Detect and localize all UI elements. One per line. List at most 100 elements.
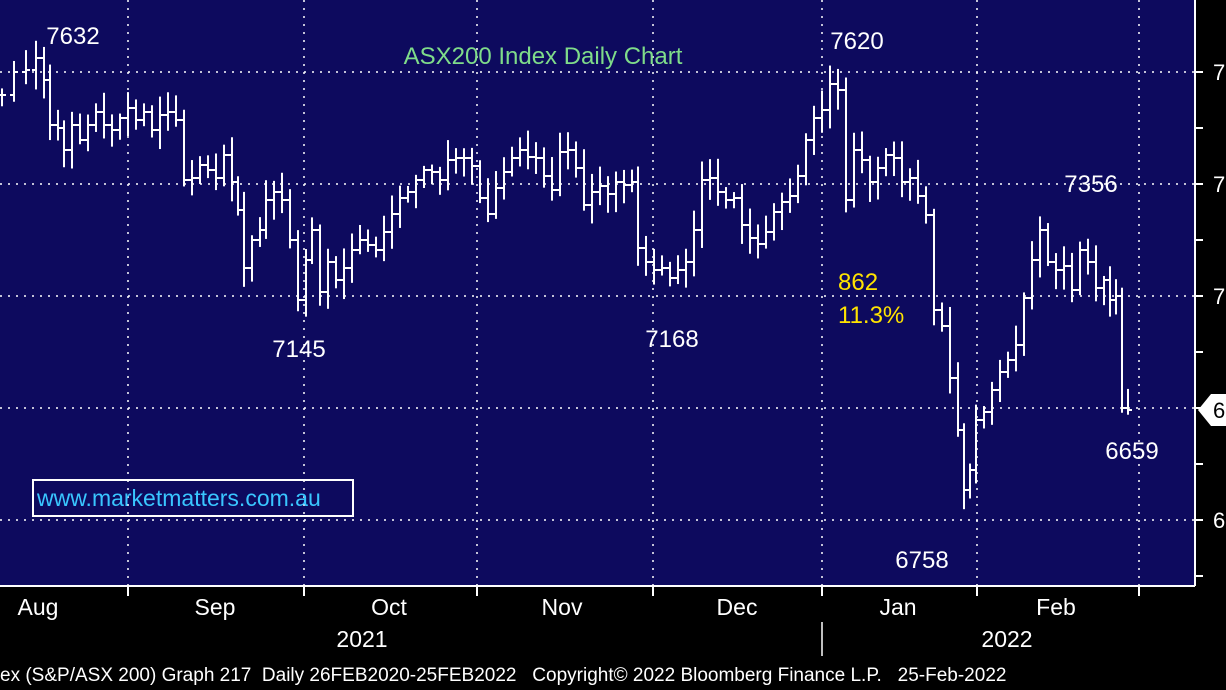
annotation-low-nov: 7168 <box>645 326 698 353</box>
ohlc-bar <box>324 248 332 309</box>
ohlc-bar <box>270 180 278 220</box>
ohlc-bar <box>874 156 882 200</box>
ohlc-bar <box>180 109 188 187</box>
ohlc-bar <box>946 306 954 394</box>
ohlc-bar <box>698 161 706 248</box>
ohlc-bar <box>508 146 516 177</box>
last-value-tag <box>1198 394 1226 426</box>
y-tick-label: 7 <box>1213 60 1225 85</box>
ohlc-bar <box>882 148 890 177</box>
annotation-drop-points: 862 <box>838 269 878 296</box>
ohlc-bar <box>262 180 270 239</box>
ohlc-bar <box>802 133 810 186</box>
ohlc-bar <box>556 132 564 197</box>
ohlc-bar <box>930 208 938 326</box>
watermark-box <box>32 479 354 517</box>
ohlc-bar <box>404 185 412 203</box>
ohlc-bar <box>248 235 256 282</box>
ohlc-bar <box>890 141 898 177</box>
ohlc-bar <box>148 105 156 138</box>
x-axis-ticks <box>127 586 1140 596</box>
ohlc-bar <box>674 255 682 285</box>
ohlc-bar <box>604 176 612 213</box>
last-value-tag-text: 6 <box>1213 398 1225 423</box>
price-bars <box>0 40 1132 510</box>
ohlc-bar <box>316 224 324 306</box>
ohlc-bar <box>278 172 286 214</box>
ohlc-bar <box>10 60 18 102</box>
ohlc-bar <box>658 255 666 276</box>
x-tick-label-aug: Aug <box>18 594 59 620</box>
annotation-high-feb: 7356 <box>1064 171 1117 198</box>
y-tick-label: 6 <box>1213 508 1225 533</box>
ohlc-bar <box>818 90 826 133</box>
ohlc-bar <box>988 381 996 425</box>
ohlc-bar <box>642 235 650 276</box>
ohlc-bar <box>132 99 140 130</box>
ohlc-bar <box>396 185 404 228</box>
ohlc-bar <box>540 147 548 188</box>
x-tick-label-sep: Sep <box>195 594 236 620</box>
ohlc-bar <box>898 141 906 198</box>
ohlc-bar <box>810 105 818 155</box>
ohlc-bar <box>938 302 946 332</box>
ohlc-bar <box>436 166 444 195</box>
ohlc-bar <box>124 92 132 137</box>
ohlc-bar <box>1036 216 1044 278</box>
ohlc-bar <box>786 178 794 213</box>
ohlc-bar <box>1028 241 1036 310</box>
ohlc-bar <box>76 113 84 145</box>
ohlc-bar <box>140 103 148 127</box>
ohlc-bar <box>922 186 930 224</box>
ohlc-bar <box>794 164 802 204</box>
ohlc-bar <box>468 147 476 185</box>
ohlc-bar <box>516 137 524 167</box>
ohlc-bar <box>240 191 248 287</box>
ohlc-bar <box>1060 246 1068 290</box>
x-year-label-2021: 2021 <box>336 626 387 652</box>
ohlc-bar <box>212 153 220 191</box>
watermark-text: www.marketmatters.com.au <box>36 485 321 511</box>
ohlc-bar <box>914 159 922 204</box>
ohlc-bar <box>380 215 388 262</box>
footer-copyright: ex (S&P/ASX 200) Graph 217 Daily 26FEB20… <box>0 665 1006 686</box>
ohlc-bar <box>68 111 76 169</box>
ohlc-bar <box>754 224 762 259</box>
ohlc-bar <box>826 65 834 129</box>
ohlc-bar <box>172 95 180 127</box>
ohlc-bar <box>22 50 30 85</box>
ohlc-bar <box>634 166 642 266</box>
x-tick-label-nov: Nov <box>542 594 583 620</box>
ohlc-bar <box>32 40 40 90</box>
annotation-low-jan: 6758 <box>895 547 948 574</box>
ohlc-bar <box>762 215 770 249</box>
ohlc-bar <box>666 261 674 287</box>
ohlc-bar <box>588 173 596 224</box>
ohlc-bar <box>294 230 302 312</box>
ohlc-bar <box>1068 252 1076 303</box>
ohlc-bar <box>100 92 108 139</box>
ohlc-bar <box>84 114 92 152</box>
ohlc-bar <box>850 132 858 208</box>
ohlc-bar <box>1092 245 1100 302</box>
ohlc-bar <box>220 144 228 187</box>
ohlc-bar <box>412 174 420 209</box>
chart-title: ASX200 Index Daily Chart <box>404 43 683 70</box>
x-tick-label-dec: Dec <box>717 594 758 620</box>
annotation-high-aug: 7632 <box>46 23 99 50</box>
ohlc-bar <box>476 160 484 204</box>
ohlc-bar <box>980 406 988 429</box>
ohlc-bar <box>682 248 690 288</box>
ohlc-bar <box>196 156 204 184</box>
ohlc-bar <box>286 189 294 249</box>
ohlc-bar <box>1084 238 1092 275</box>
ohlc-bar <box>308 217 316 265</box>
ohlc-bar <box>332 256 340 289</box>
ohlc-bar <box>372 236 380 258</box>
ohlc-bar <box>460 148 468 177</box>
ohlc-bar <box>0 88 6 107</box>
ohlc-bar <box>1044 223 1052 267</box>
ohlc-bar <box>92 103 100 132</box>
annotation-low-sep: 7145 <box>272 336 325 363</box>
